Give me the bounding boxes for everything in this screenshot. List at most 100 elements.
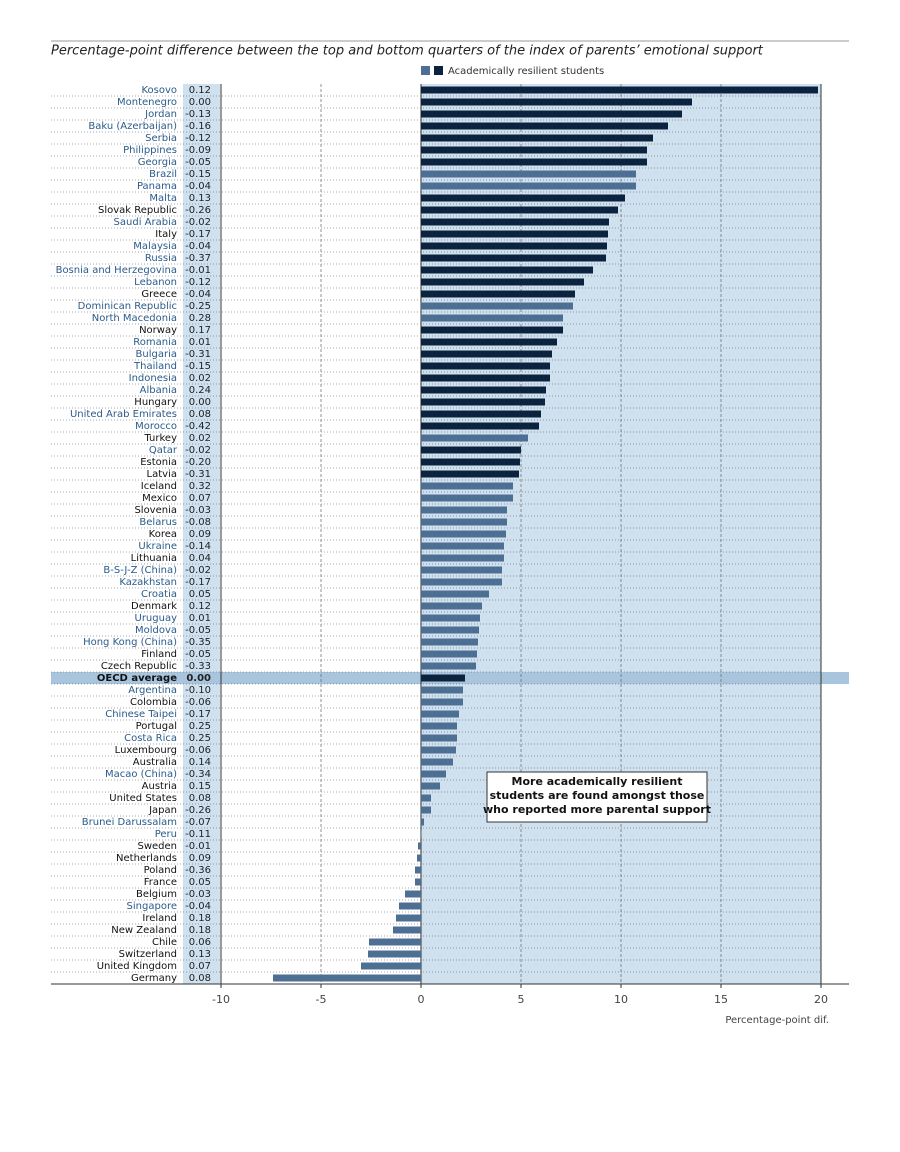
bar bbox=[421, 615, 480, 622]
bar bbox=[421, 159, 647, 166]
category-label: Uruguay bbox=[135, 613, 178, 624]
category-label: Bosnia and Herzegovina bbox=[56, 265, 177, 276]
column-value: -0.12 bbox=[185, 133, 211, 144]
column-value: 0.32 bbox=[189, 481, 211, 492]
column-value: -0.26 bbox=[185, 805, 211, 816]
category-label: United States bbox=[109, 793, 177, 804]
bar bbox=[396, 915, 421, 922]
bar bbox=[417, 855, 421, 862]
chart-title: Percentage-point difference between the … bbox=[51, 44, 764, 59]
column-value: 0.07 bbox=[189, 961, 211, 972]
column-value: -0.03 bbox=[185, 505, 211, 516]
category-label: Greece bbox=[141, 289, 177, 300]
bar bbox=[421, 351, 552, 358]
bar bbox=[368, 951, 421, 958]
bar bbox=[421, 639, 478, 646]
category-label: Romania bbox=[133, 337, 177, 348]
column-value: 0.09 bbox=[189, 853, 211, 864]
category-label: Kazakhstan bbox=[119, 577, 177, 588]
bar bbox=[421, 279, 584, 286]
column-value: -0.09 bbox=[185, 145, 211, 156]
bar bbox=[418, 843, 421, 850]
category-label: Finland bbox=[141, 649, 177, 660]
bar bbox=[421, 723, 457, 730]
category-label: Brazil bbox=[149, 169, 177, 180]
column-value: -0.04 bbox=[185, 289, 211, 300]
category-label: Slovenia bbox=[134, 505, 177, 516]
column-value: -0.17 bbox=[185, 709, 211, 720]
column-value: 0.00 bbox=[189, 97, 211, 108]
x-tick-label: 15 bbox=[714, 993, 728, 1006]
bar bbox=[421, 183, 636, 190]
column-value: -0.37 bbox=[185, 253, 211, 264]
category-label: Slovak Republic bbox=[98, 205, 177, 216]
bar bbox=[421, 387, 546, 394]
column-value: -0.26 bbox=[185, 205, 211, 216]
category-label: France bbox=[144, 877, 177, 888]
category-label: Malaysia bbox=[133, 241, 177, 252]
category-label: Mexico bbox=[142, 493, 177, 504]
category-label: Chile bbox=[152, 937, 177, 948]
category-label: Moldova bbox=[135, 625, 177, 636]
category-label: Italy bbox=[155, 229, 177, 240]
category-label: Latvia bbox=[147, 469, 177, 480]
column-value: 0.18 bbox=[189, 913, 211, 924]
column-value: -0.25 bbox=[185, 301, 211, 312]
column-value: 0.08 bbox=[189, 793, 211, 804]
bar bbox=[421, 147, 647, 154]
category-label: Dominican Republic bbox=[78, 301, 177, 312]
bar bbox=[421, 411, 541, 418]
bar bbox=[421, 531, 506, 538]
bar bbox=[421, 579, 502, 586]
category-label: Russia bbox=[145, 253, 177, 264]
category-label: Qatar bbox=[149, 445, 178, 456]
bar bbox=[421, 87, 818, 94]
category-label: Bulgaria bbox=[136, 349, 177, 360]
column-value: -0.04 bbox=[185, 901, 211, 912]
column-value: 0.13 bbox=[189, 949, 211, 960]
bar bbox=[421, 99, 692, 106]
bar bbox=[421, 807, 431, 814]
category-label: Switzerland bbox=[119, 949, 177, 960]
column-value: -0.13 bbox=[185, 109, 211, 120]
legend-swatch bbox=[434, 66, 443, 75]
bar bbox=[421, 663, 476, 670]
legend-swatch bbox=[421, 66, 430, 75]
column-value: 0.07 bbox=[189, 493, 211, 504]
category-label: Netherlands bbox=[116, 853, 177, 864]
column-value: -0.02 bbox=[185, 565, 211, 576]
column-value: -0.11 bbox=[185, 829, 211, 840]
column-value: 0.25 bbox=[189, 721, 211, 732]
column-value: 0.12 bbox=[189, 601, 211, 612]
x-tick-label: -5 bbox=[316, 993, 327, 1006]
column-value: 0.13 bbox=[189, 193, 211, 204]
column-value: 0.09 bbox=[189, 529, 211, 540]
x-tick-label: 0 bbox=[418, 993, 425, 1006]
bar bbox=[369, 939, 421, 946]
category-label: Hungary bbox=[134, 397, 177, 408]
bar bbox=[421, 459, 520, 466]
bar bbox=[415, 867, 421, 874]
column-value: 0.25 bbox=[189, 733, 211, 744]
category-label: Chinese Taipei bbox=[105, 709, 177, 720]
column-value: -0.05 bbox=[185, 157, 211, 168]
category-label: Hong Kong (China) bbox=[83, 637, 177, 648]
column-value: -0.15 bbox=[185, 361, 211, 372]
bar bbox=[421, 555, 504, 562]
category-label: Denmark bbox=[131, 601, 177, 612]
column-value: 0.01 bbox=[189, 337, 211, 348]
column-value: 0.14 bbox=[189, 757, 211, 768]
category-label: Portugal bbox=[136, 721, 177, 732]
bar bbox=[361, 963, 421, 970]
bar bbox=[421, 447, 521, 454]
bar bbox=[421, 747, 456, 754]
bar bbox=[421, 435, 528, 442]
bar bbox=[421, 711, 459, 718]
bar bbox=[421, 495, 513, 502]
column-value: -0.06 bbox=[185, 745, 211, 756]
category-label: Thailand bbox=[133, 361, 177, 372]
bar bbox=[421, 315, 563, 322]
column-value: -0.06 bbox=[185, 697, 211, 708]
category-label: Czech Republic bbox=[101, 661, 177, 672]
